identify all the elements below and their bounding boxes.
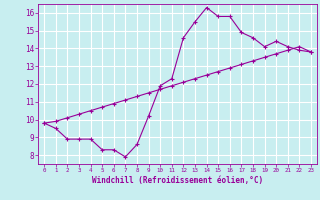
X-axis label: Windchill (Refroidissement éolien,°C): Windchill (Refroidissement éolien,°C) [92,176,263,185]
